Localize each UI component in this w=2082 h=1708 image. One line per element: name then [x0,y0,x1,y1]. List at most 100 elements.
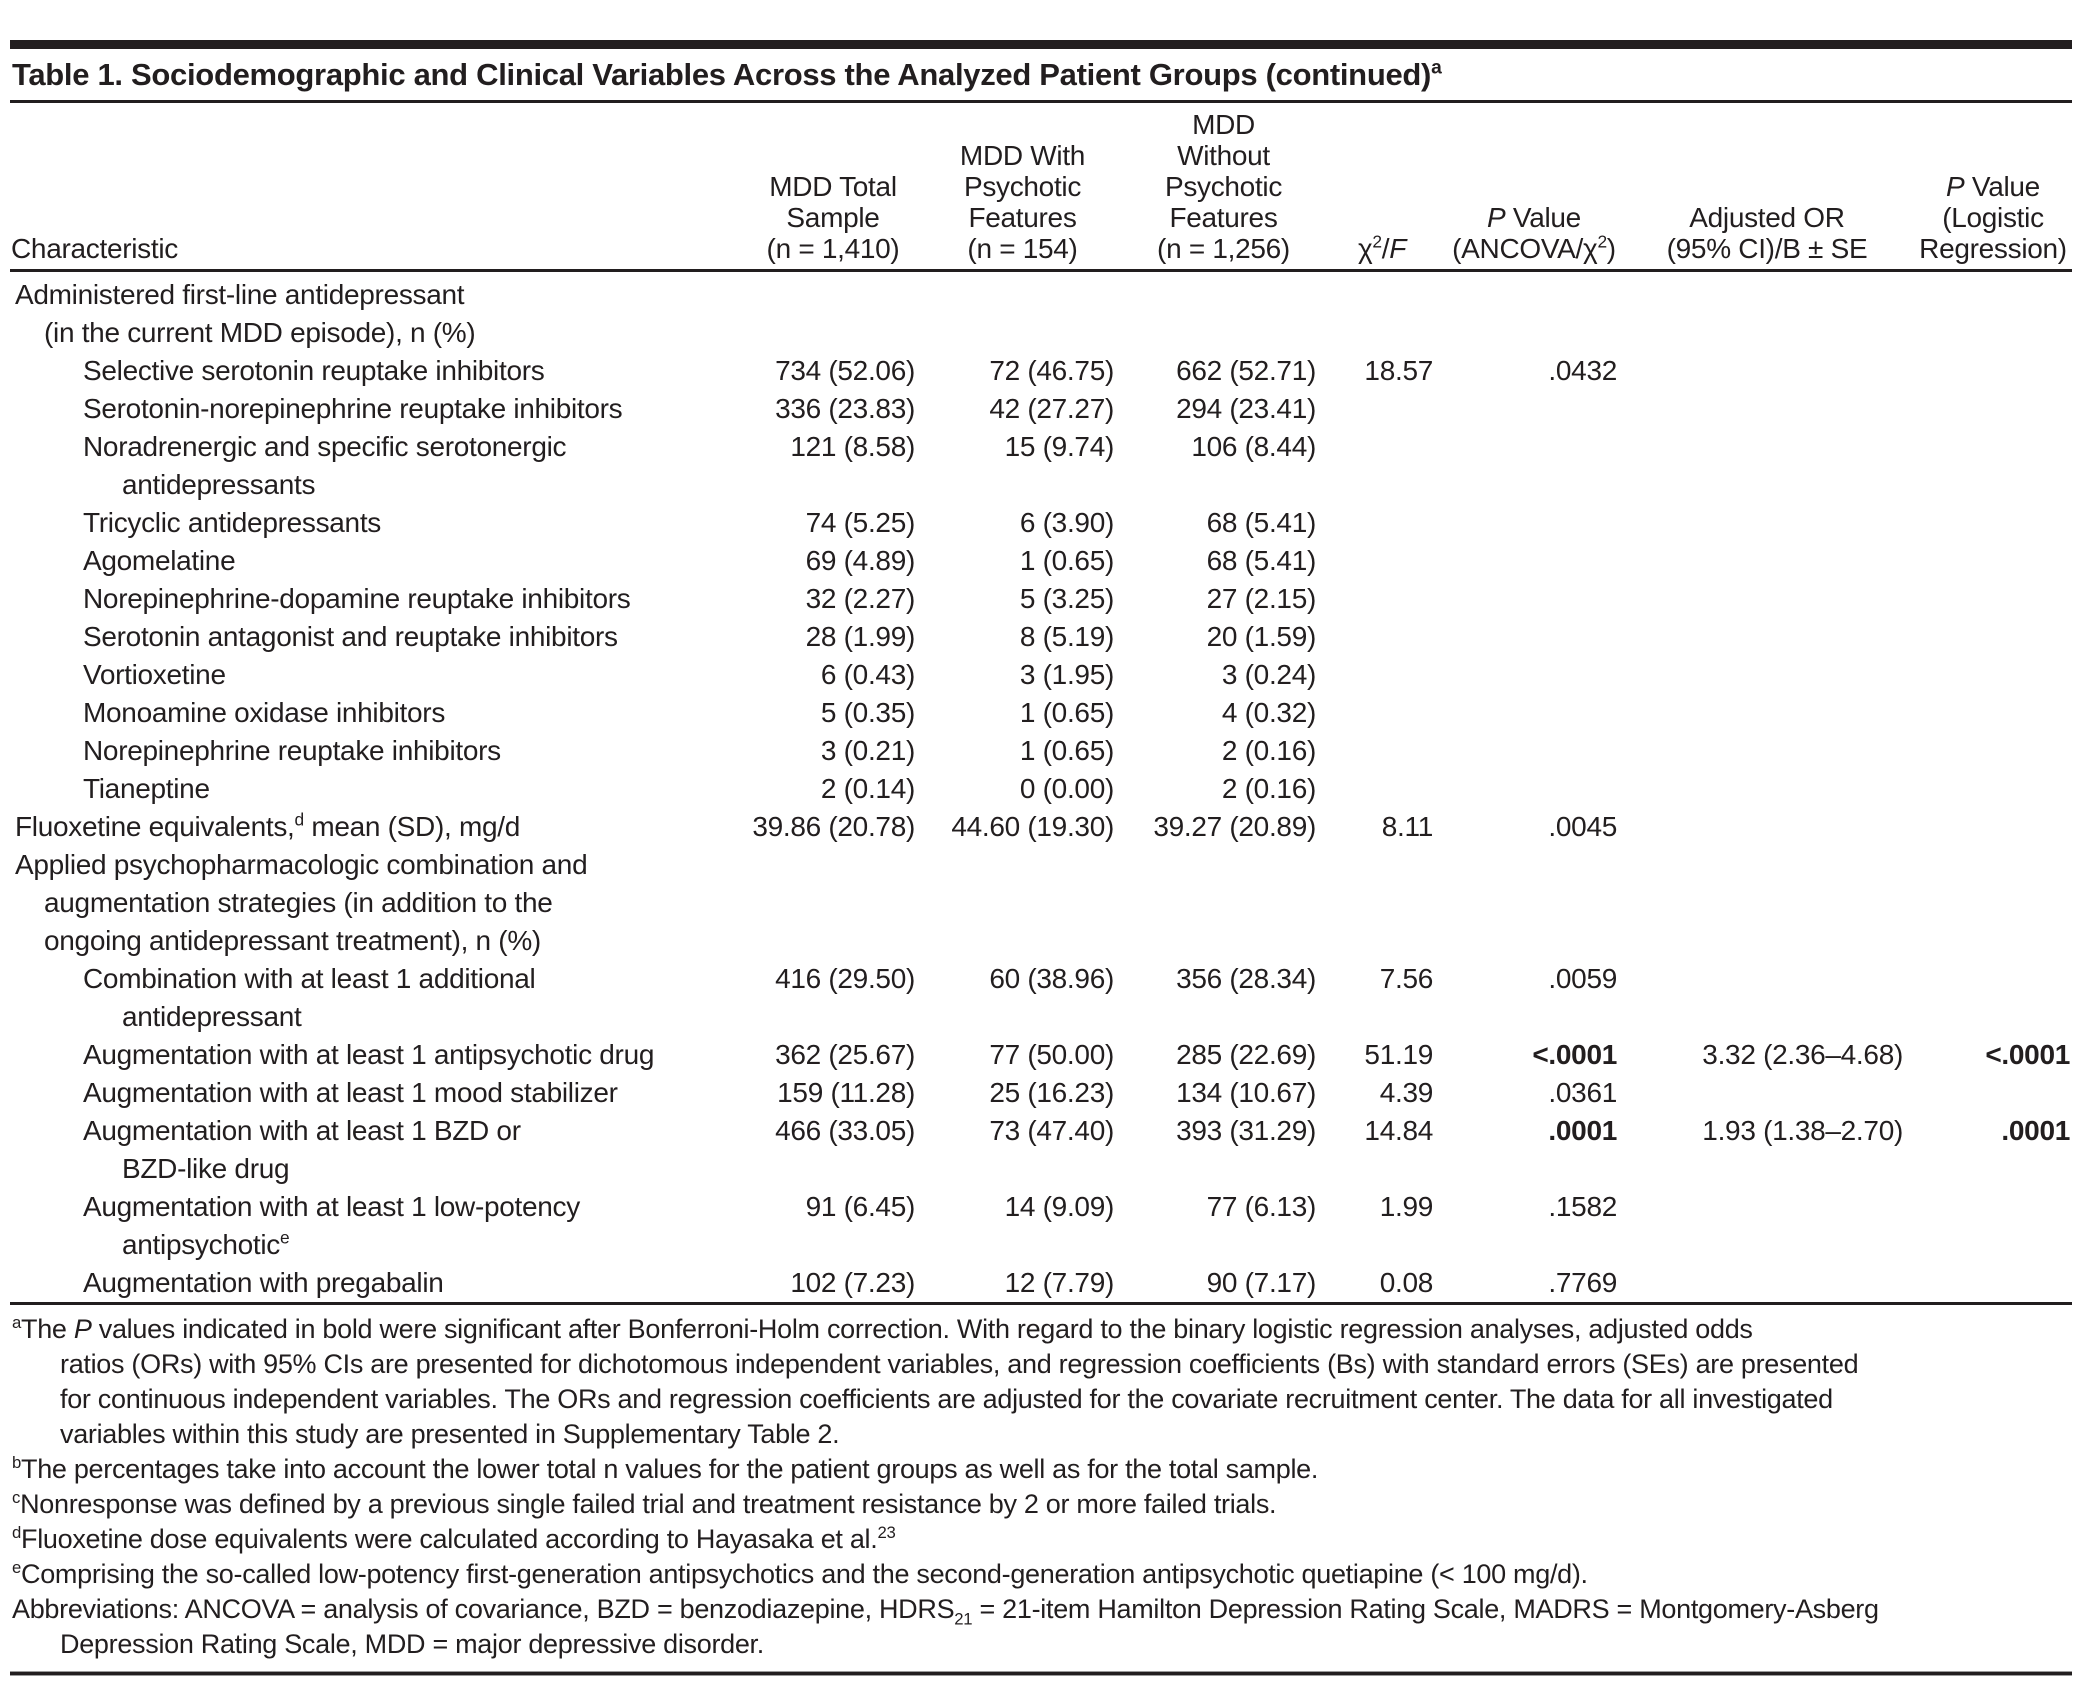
value-cell-p-value-logistic [1915,271,2072,353]
table-row: Augmentation with pregabalin 102 (7.23) 12… [10,1264,2072,1305]
value-cell-p-value-logistic [1915,428,2072,504]
value-cell-p-value-logistic [1915,542,2072,580]
value-cell-mdd-total-sample: 121 (8.58) [790,431,915,462]
value-cell-chi-square-f: 4.39 [1379,1077,1434,1108]
characteristic-cell: Augmentation with at least 1 antipsychot… [10,1036,750,1074]
value-cell-p-value-logistic [1915,390,2072,428]
paper-table-page: Table 1. Sociodemographic and Clinical V… [0,40,2082,1676]
value-cell-p-value-ancova [1450,732,1630,770]
value-cell-adjusted-or [1630,390,1915,428]
footnote-d: dFluoxetine dose equivalents were calcul… [12,1522,2072,1557]
value-cell-adjusted-or [1630,1074,1915,1112]
value-cell-adjusted-or [1630,846,1915,960]
value-cell-mdd-with-psychotic-features: 44.60 (19.30) [951,811,1114,842]
value-cell-p-value-ancova [1450,694,1630,732]
column-header-mdd-with-psychotic-features: MDD With Psychotic Features (n = 154) [930,103,1130,272]
value-cell-mdd-without-psychotic-features: 4 (0.32) [1221,697,1316,728]
value-cell-mdd-total-sample: 102 (7.23) [750,1264,930,1305]
value-cell-mdd-without-psychotic-features: 20 (1.59) [1206,621,1317,652]
table-row: Fluoxetine equivalents,d mean (SD), mg/d… [10,808,2072,846]
characteristic-line: Serotonin antagonist and reuptake inhibi… [83,621,618,652]
column-header-adjusted-or: Adjusted OR (95% CI)/B ± SE [1630,103,1915,272]
value-cell-p-value-logistic [1915,846,2072,960]
column-header-line: Adjusted OR [1689,202,1845,233]
value-cell-p-value-ancova: .7769 [1450,1264,1630,1305]
value-cell-adjusted-or [1630,428,1915,504]
characteristic-cell: Norepinephrine reuptake inhibitors [10,732,750,770]
value-cell-chi-square-f [1330,618,1450,656]
value-cell-p-value-ancova [1450,504,1630,542]
value-cell-mdd-total-sample [750,271,930,353]
characteristic-cell: Fluoxetine equivalents,d mean (SD), mg/d [10,808,750,846]
column-header-mdd-without-psychotic-features: MDD Without Psychotic Features (n = 1,256) [1130,103,1330,272]
table-row: Serotonin antagonist and reuptake inhibi… [10,618,2072,656]
value-cell-adjusted-or [1630,580,1915,618]
value-cell-mdd-without-psychotic-features: 68 (5.41) [1206,545,1317,576]
value-cell-adjusted-or: 3.32 (2.36–4.68) [1702,1039,1903,1070]
value-cell-p-value-ancova [1450,656,1630,694]
footnote-line: ratios (ORs) with 95% CIs are presented … [60,1349,1859,1379]
characteristic-line: (in the current MDD episode), n (%) [44,317,476,348]
value-cell-chi-square-f: 14.84 [1364,1115,1433,1146]
value-cell-mdd-without-psychotic-features: 2 (0.16) [1221,735,1316,766]
column-header-mdd-total-sample: MDD Total Sample (n = 1,410) [750,103,930,272]
value-cell-adjusted-or [1630,1188,1915,1264]
value-cell-p-value-ancova [1450,846,1630,960]
column-header-line: MDD With [959,140,1086,171]
value-cell-mdd-without-psychotic-features: 393 (31.29) [1176,1115,1316,1146]
footnote-a: aThe P values indicated in bold were sig… [12,1312,2072,1452]
footnote-abbreviations: Abbreviations: ANCOVA = analysis of cova… [12,1592,2072,1662]
characteristic-cell: Augmentation with at least 1 mood stabil… [10,1074,750,1112]
value-cell-mdd-total-sample: 734 (52.06) [775,355,915,386]
table-row: Serotonin-norepinephrine reuptake inhibi… [10,390,2072,428]
value-cell-p-value-logistic [1915,770,2072,808]
table-header-row: Characteristic MDD Total Sample (n = 1,410)… [10,103,2072,272]
value-cell-mdd-total-sample: 91 (6.45) [805,1191,916,1222]
characteristic-cell: Tricyclic antidepressants [10,504,750,542]
value-cell-mdd-total-sample: 39.86 (20.78) [752,811,915,842]
column-header-line: Characteristic [11,233,178,264]
value-cell-p-value-ancova [1450,390,1630,428]
value-cell-mdd-without-psychotic-features: 106 (8.44) [1191,431,1316,462]
value-cell-mdd-without-psychotic-features: 39.27 (20.89) [1153,811,1316,842]
value-cell-mdd-total-sample: 466 (33.05) [775,1115,915,1146]
value-cell-mdd-with-psychotic-features: 0 (0.00) [1019,773,1114,804]
value-cell-p-value-logistic [1915,960,2072,1036]
value-cell-chi-square-f [1330,694,1450,732]
characteristic-cell: Applied psychopharmacologic combination … [10,846,750,960]
value-cell-mdd-without-psychotic-features: 77 (6.13) [1206,1191,1317,1222]
characteristic-line: BZD-like drug [122,1153,290,1184]
value-cell-mdd-with-psychotic-features: 42 (27.27) [989,393,1114,424]
value-cell-mdd-without-psychotic-features [1130,846,1330,960]
value-cell-mdd-without-psychotic-features: 68 (5.41) [1206,507,1317,538]
value-cell-p-value-ancova [1450,542,1630,580]
value-cell-mdd-with-psychotic-features: 6 (3.90) [1019,507,1114,538]
table-row: Augmentation with at least 1 BZD or BZD-l… [10,1112,2072,1188]
value-cell-chi-square-f [1330,390,1450,428]
value-cell-mdd-total-sample: 69 (4.89) [805,545,916,576]
value-cell-adjusted-or [1630,352,1915,390]
characteristic-line: Tianeptine [83,773,210,804]
value-cell-mdd-total-sample: 28 (1.99) [805,621,916,652]
characteristic-line: Applied psychopharmacologic combination … [15,849,588,880]
column-header-line: Psychotic [1164,171,1283,202]
column-header-line: χ2/F [1357,231,1407,264]
characteristic-line: antidepressants [122,469,316,500]
value-cell-p-value-logistic [1915,694,2072,732]
column-header-line: Features [1169,202,1278,233]
value-cell-p-value-logistic [1915,656,2072,694]
value-cell-p-value-ancova: .0045 [1548,811,1617,842]
value-cell-p-value-ancova: .0059 [1548,963,1617,994]
value-cell-mdd-total-sample: 159 (11.28) [777,1077,915,1108]
characteristic-line: Augmentation with at least 1 low-potency [83,1191,580,1222]
value-cell-mdd-total-sample: 336 (23.83) [775,393,915,424]
characteristic-line: Augmentation with pregabalin [83,1267,444,1298]
value-cell-p-value-logistic [1915,1264,2072,1305]
value-cell-p-value-logistic [1915,504,2072,542]
value-cell-adjusted-or [1630,694,1915,732]
value-cell-p-value-ancova: <.0001 [1532,1039,1617,1070]
footnote-line: dFluoxetine dose equivalents were calcul… [12,1523,896,1554]
footnote-line: bThe percentages take into account the l… [12,1453,1319,1484]
footnote-c: cNonresponse was defined by a previous s… [12,1487,2072,1522]
table-row: Selective serotonin reuptake inhibitors 7… [10,352,2072,390]
